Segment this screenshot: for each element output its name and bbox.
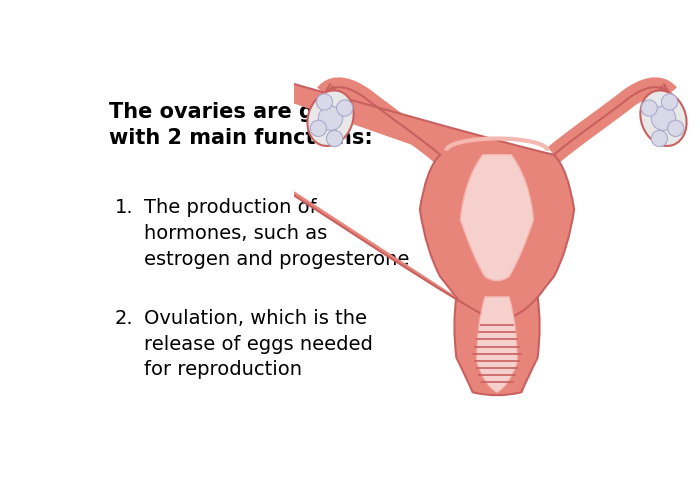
Circle shape bbox=[337, 100, 353, 116]
Circle shape bbox=[316, 94, 332, 110]
Text: The ovaries are glands
with 2 main functions:: The ovaries are glands with 2 main funct… bbox=[109, 102, 377, 148]
Circle shape bbox=[668, 120, 684, 136]
Text: 2.: 2. bbox=[115, 309, 133, 328]
PathPatch shape bbox=[420, 149, 574, 321]
Ellipse shape bbox=[640, 90, 687, 146]
PathPatch shape bbox=[477, 297, 517, 392]
PathPatch shape bbox=[461, 155, 533, 281]
Text: 1.: 1. bbox=[115, 198, 133, 217]
PathPatch shape bbox=[454, 297, 540, 396]
Text: Ovulation, which is the
release of eggs needed
for reproduction: Ovulation, which is the release of eggs … bbox=[144, 309, 373, 379]
Circle shape bbox=[326, 131, 343, 146]
Circle shape bbox=[651, 106, 676, 131]
Circle shape bbox=[662, 94, 678, 110]
Circle shape bbox=[651, 131, 668, 146]
Circle shape bbox=[641, 100, 657, 116]
Text: The production of
hormones, such as
estrogen and progesterone: The production of hormones, such as estr… bbox=[144, 198, 410, 268]
Circle shape bbox=[318, 106, 343, 131]
Circle shape bbox=[310, 120, 326, 136]
Ellipse shape bbox=[307, 90, 354, 146]
